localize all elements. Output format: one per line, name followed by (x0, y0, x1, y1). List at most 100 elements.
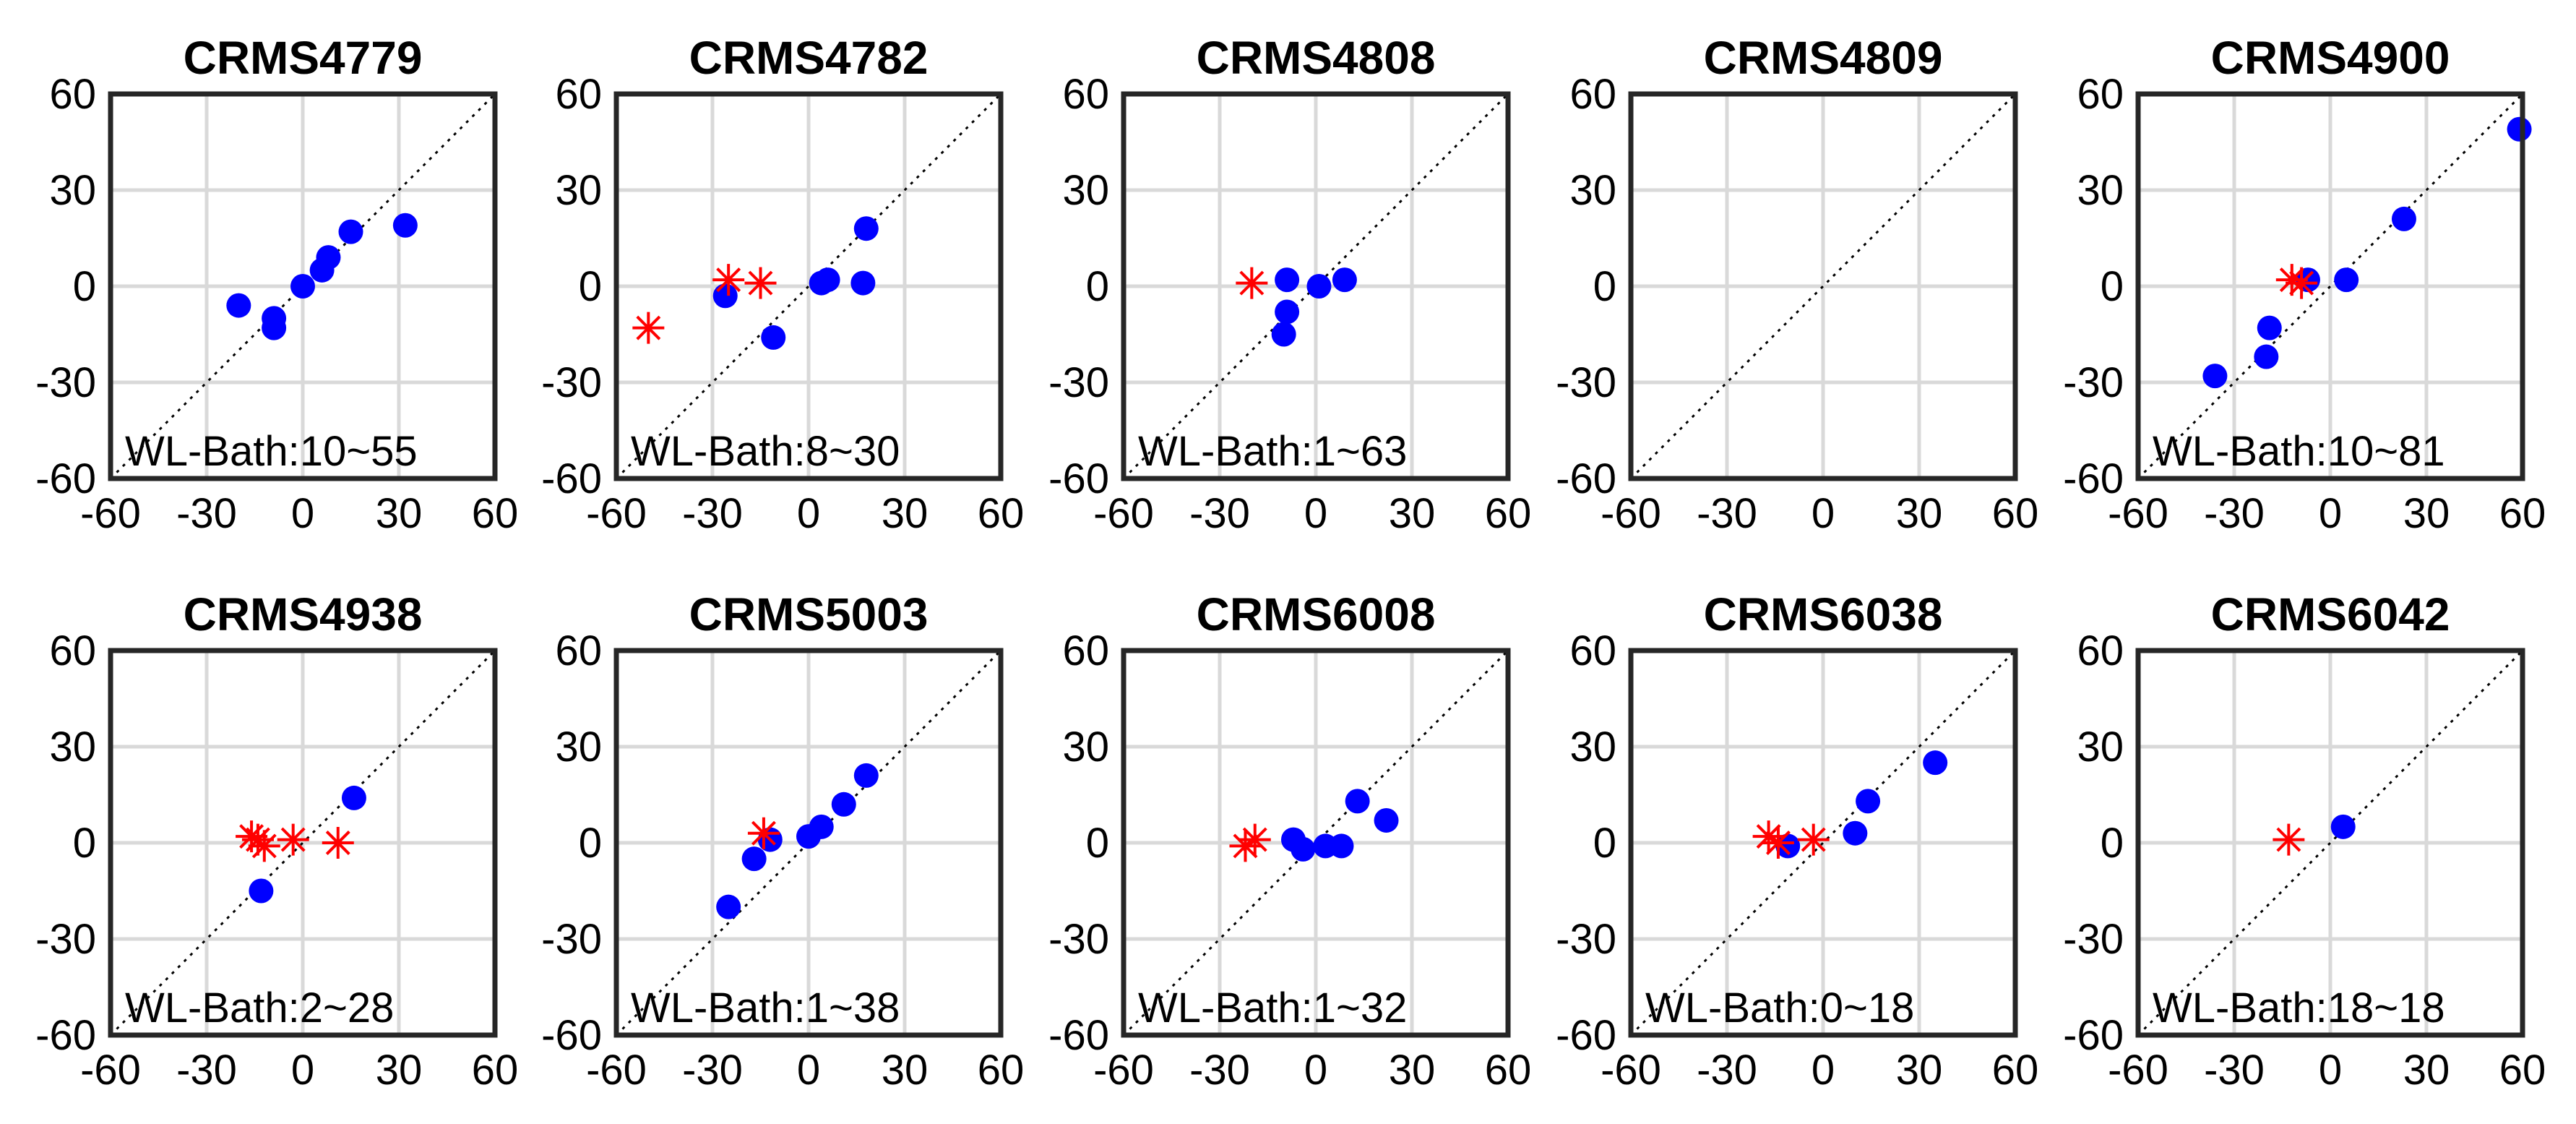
y-tick-label: 0 (579, 820, 602, 867)
axes-frame (108, 91, 498, 481)
y-tick-label: 30 (2077, 724, 2124, 771)
panel-title: CRMS4900 (2211, 32, 2450, 84)
x-tick-label: -30 (682, 490, 743, 537)
panel-title: CRMS5003 (689, 588, 929, 640)
data-point-star (1797, 823, 1830, 856)
x-tick-label: -60 (2108, 490, 2168, 537)
wl-bath-annotation: WL-Bath:18~18 (2153, 984, 2445, 1031)
y-tick-label: -60 (35, 455, 96, 502)
y-tick-label: 0 (1593, 263, 1616, 310)
x-tick-label: -30 (1697, 490, 1757, 537)
x-tick-label: 0 (1812, 490, 1835, 537)
y-tick-label: 30 (49, 167, 96, 214)
panel-crms4782: CRMS4782 60 30 0 -30 -60-60 -30 0 30 60 WL-Bath:8~… (541, 32, 1024, 537)
y-tick-label: 30 (555, 167, 602, 214)
y-tick-label: -30 (1556, 359, 1616, 406)
axes-frame (2135, 648, 2525, 1038)
y-tick-label: -30 (2063, 916, 2124, 963)
y-tick-label: -30 (1048, 359, 1109, 406)
panel-crms5003: CRMS5003 60 30 0 -30 -60-60 -30 0 30 60 WL-Bath:1~… (541, 588, 1024, 1094)
x-tick-label: 60 (2499, 1047, 2546, 1094)
panel-title: CRMS4782 (689, 32, 929, 84)
axes-frame (613, 91, 1004, 481)
data-point-star (744, 267, 777, 299)
wl-bath-annotation: WL-Bath:1~63 (1138, 428, 1407, 475)
x-tick-label: 0 (797, 490, 820, 537)
data-point-circle (853, 216, 879, 241)
x-tick-label: 0 (2319, 490, 2342, 537)
one-to-one-line (1122, 93, 1509, 480)
y-tick-label: -60 (1048, 1012, 1109, 1059)
data-point-circle (1923, 750, 1948, 776)
data-point-circle (2330, 814, 2356, 839)
data-point-circle (1275, 267, 1300, 293)
data-point-circle (850, 270, 876, 296)
x-tick-label: -30 (2204, 490, 2265, 537)
data-point-circle (1291, 836, 1316, 862)
data-point-circle (853, 763, 879, 788)
x-tick-label: 30 (1896, 490, 1943, 537)
data-point-circle (341, 785, 366, 810)
x-tick-label: -30 (1189, 1047, 1250, 1094)
x-tick-label: -60 (80, 1047, 141, 1094)
y-tick-label: 30 (1569, 167, 1616, 214)
data-point-star (2275, 264, 2308, 296)
data-point-star (632, 312, 665, 344)
y-tick-label: -60 (541, 455, 602, 502)
data-point-circle (1856, 789, 1881, 814)
y-tick-label: 30 (555, 724, 602, 771)
data-point-circle (831, 791, 856, 817)
x-tick-label: 0 (1812, 1047, 1835, 1094)
y-tick-label: 0 (73, 820, 96, 867)
wl-bath-annotation: WL-Bath:1~38 (631, 984, 900, 1031)
x-tick-label: -60 (586, 490, 647, 537)
x-tick-label: 0 (291, 1047, 314, 1094)
x-tick-label: -60 (1601, 490, 1661, 537)
data-point-circle (2391, 206, 2416, 231)
data-point-circle (316, 245, 341, 270)
x-tick-label: 30 (1389, 490, 1436, 537)
x-tick-label: -60 (1093, 490, 1154, 537)
x-tick-label: 60 (978, 1047, 1025, 1094)
data-point-star (1762, 827, 1794, 859)
panel-title: CRMS6042 (2211, 588, 2450, 640)
x-tick-label: -60 (2108, 1047, 2168, 1094)
data-point-circle (262, 315, 287, 340)
y-tick-label: 0 (73, 263, 96, 310)
data-point-circle (741, 846, 767, 872)
y-tick-label: -60 (35, 1012, 96, 1059)
x-tick-label: -60 (1601, 1047, 1661, 1094)
x-tick-label: -30 (2204, 1047, 2265, 1094)
one-to-one-line (2137, 93, 2524, 480)
data-point-circle (1843, 820, 1868, 846)
y-tick-label: -30 (541, 916, 602, 963)
data-point-circle (290, 274, 315, 299)
data-point-circle (1374, 807, 1399, 833)
one-to-one-line (109, 649, 496, 1037)
axes-frame (613, 648, 1004, 1038)
data-point-star (1229, 830, 1262, 862)
y-tick-label: 0 (2101, 820, 2124, 867)
axes-frame (108, 648, 498, 1038)
x-tick-label: -30 (176, 1047, 237, 1094)
panel-title: CRMS6038 (1704, 588, 1943, 640)
one-to-one-line (1629, 93, 2017, 480)
x-tick-label: 60 (1485, 490, 1532, 537)
wl-bath-annotation: WL-Bath:8~30 (631, 428, 900, 475)
x-tick-label: 60 (978, 490, 1025, 537)
x-tick-label: 60 (1485, 1047, 1532, 1094)
data-point-circle (2254, 344, 2279, 369)
y-tick-label: -60 (1048, 455, 1109, 502)
x-tick-label: 30 (376, 1047, 423, 1094)
x-tick-label: -30 (1189, 490, 1250, 537)
y-tick-label: 0 (2101, 263, 2124, 310)
y-tick-label: -60 (1556, 455, 1616, 502)
data-point-star (248, 830, 280, 862)
y-tick-label: 30 (1062, 167, 1109, 214)
data-point-circle (809, 814, 834, 839)
axes-frame (1121, 91, 1511, 481)
y-tick-label: -60 (2063, 455, 2124, 502)
data-point-star (277, 823, 309, 856)
data-point-circle (249, 878, 274, 904)
data-point-circle (226, 293, 251, 318)
